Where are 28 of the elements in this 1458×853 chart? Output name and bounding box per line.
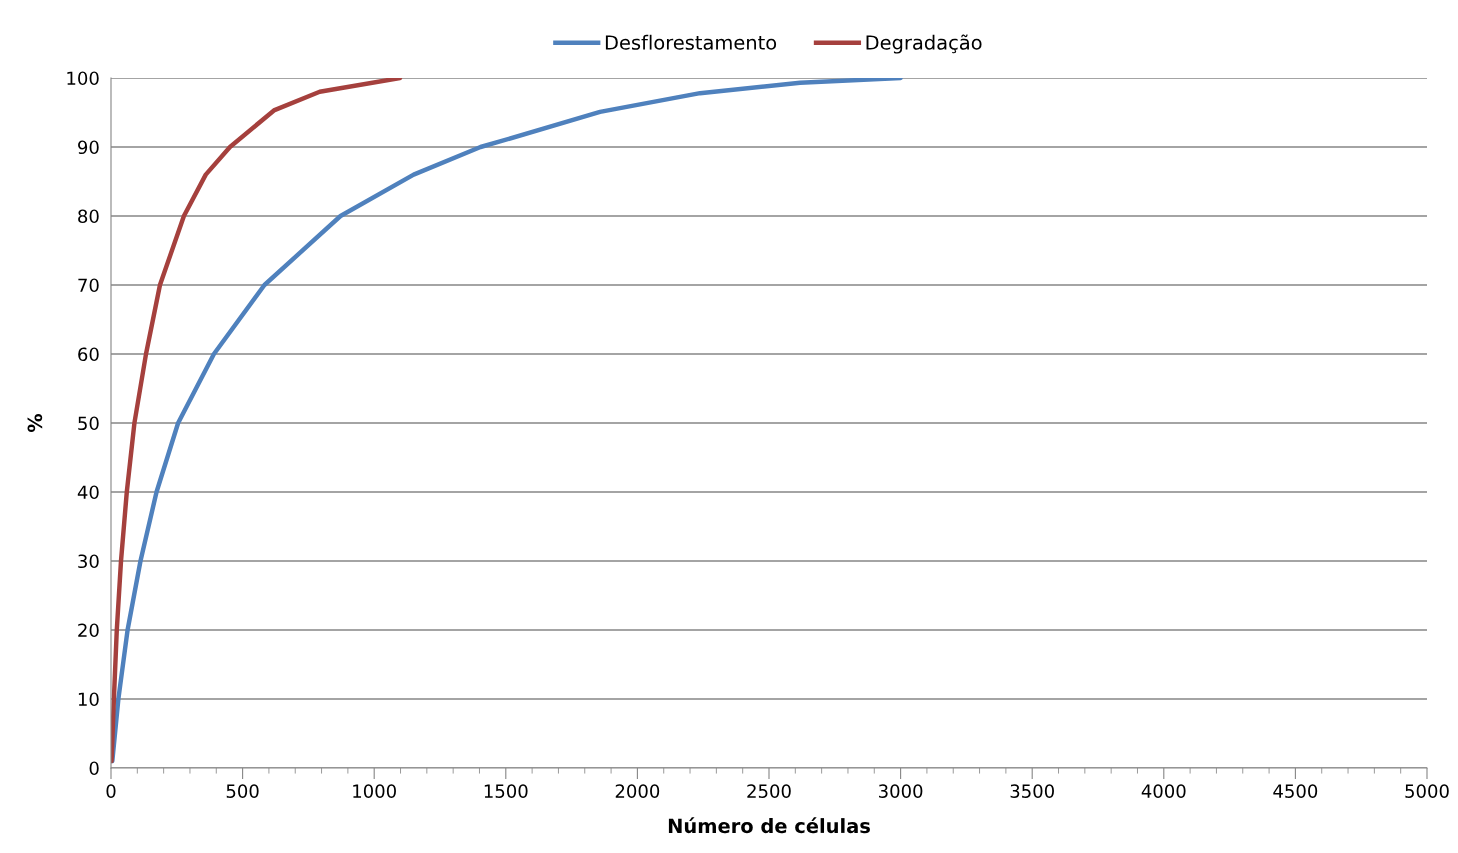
y-tick-label: 10 bbox=[78, 692, 99, 707]
x-tick-label: 4500 bbox=[1273, 784, 1318, 798]
x-axis-title: Número de células bbox=[668, 817, 870, 834]
y-axis-title: % bbox=[27, 413, 43, 433]
line-series bbox=[111, 78, 903, 764]
x-tick-label: 0 bbox=[106, 784, 116, 798]
y-tick-label: 80 bbox=[78, 209, 99, 224]
y-tick-label: 90 bbox=[78, 140, 99, 155]
y-tick-label: 0 bbox=[89, 761, 99, 776]
y-tick-label: 60 bbox=[78, 347, 99, 362]
x-tick-label: 5000 bbox=[1405, 784, 1449, 798]
y-tick-label: 20 bbox=[78, 623, 99, 638]
y-tick-label: 100 bbox=[67, 71, 99, 86]
x-tick-label: 500 bbox=[226, 784, 259, 798]
x-tick-label: 3500 bbox=[1010, 784, 1054, 798]
y-tick-label: 40 bbox=[77, 485, 99, 500]
y-tick-label: 70 bbox=[78, 278, 99, 293]
x-tick-label: 4000 bbox=[1141, 784, 1186, 798]
line-series bbox=[111, 78, 403, 764]
legend-label: Degradação bbox=[866, 34, 982, 54]
legend-label: Desflorestamento bbox=[605, 34, 777, 50]
y-tick-label: 30 bbox=[78, 554, 99, 569]
x-tick-label: 3000 bbox=[879, 784, 923, 798]
x-tick-label: 2500 bbox=[747, 784, 791, 798]
x-tick-label: 1000 bbox=[353, 784, 396, 798]
y-tick-label: 50 bbox=[78, 416, 99, 431]
x-tick-label: 2000 bbox=[615, 784, 660, 798]
x-tick-label: 1500 bbox=[484, 784, 528, 798]
